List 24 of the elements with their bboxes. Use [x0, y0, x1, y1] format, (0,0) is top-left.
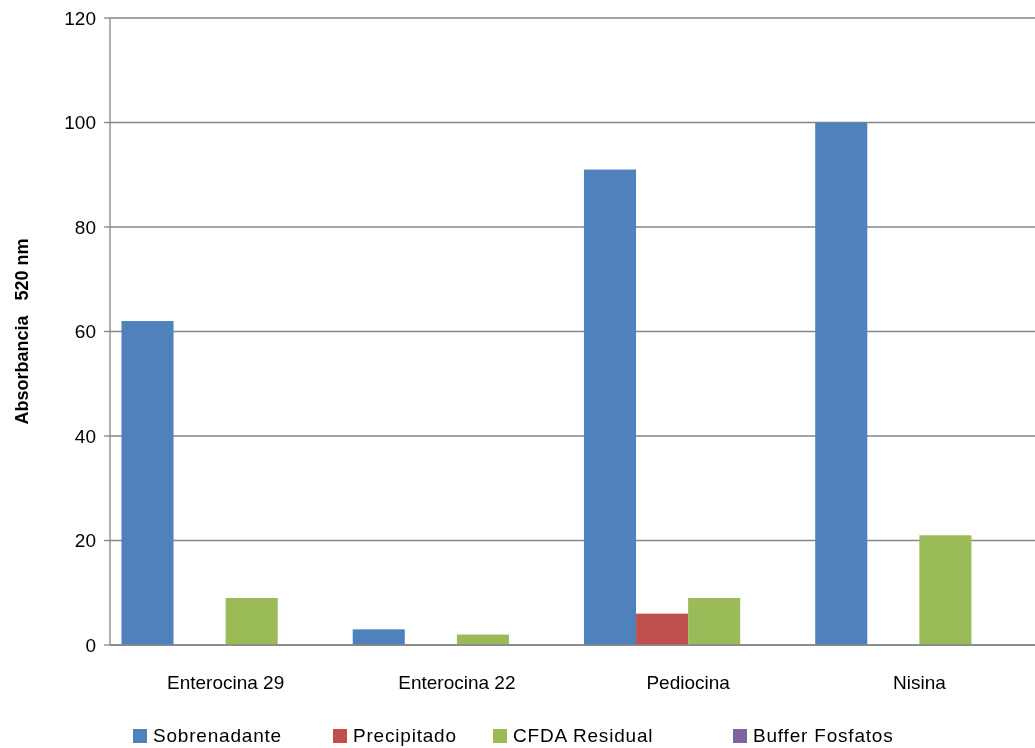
- bar: [121, 321, 174, 645]
- y-tick-label: 60: [74, 321, 96, 343]
- x-tick-label: Enterocina 29: [167, 672, 285, 693]
- y-tick-label: 20: [74, 530, 96, 552]
- y-tick-label: 40: [74, 425, 96, 447]
- x-tick-label: Pediocina: [646, 672, 731, 693]
- y-tick-label: 80: [74, 216, 96, 238]
- x-tick-label: Enterocina 22: [398, 672, 516, 693]
- bar: [919, 535, 972, 645]
- bar: [583, 169, 637, 645]
- bar: [636, 613, 689, 645]
- bar: [225, 597, 278, 645]
- bar: [352, 629, 405, 645]
- y-tick-label: 100: [64, 112, 96, 134]
- y-tick-label: 0: [85, 634, 96, 656]
- bar: [815, 122, 868, 645]
- bar: [688, 597, 741, 645]
- x-tick-label: Nisina: [892, 672, 947, 693]
- legend-label: Precipitado: [353, 725, 457, 746]
- legend-label: CFDA Residual: [513, 725, 654, 746]
- y-tick-label: 120: [64, 7, 96, 29]
- y-axis-title: Absorbancia 520 nm: [12, 238, 32, 425]
- legend-label: Buffer Fosfatos: [753, 725, 894, 746]
- legend-label: Sobrenadante: [153, 725, 282, 746]
